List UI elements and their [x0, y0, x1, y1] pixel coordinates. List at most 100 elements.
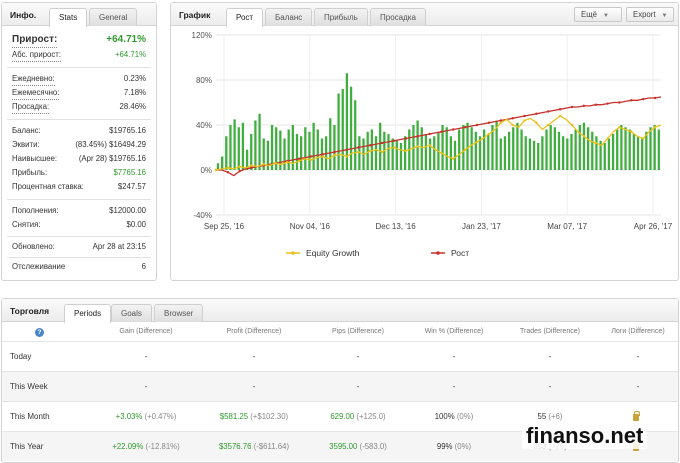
cell-trades: -	[498, 352, 602, 361]
bar	[562, 136, 565, 170]
trades-value: -	[548, 352, 552, 361]
bar	[537, 143, 540, 170]
series-point	[535, 121, 538, 124]
gain-diff: (-12.81%)	[145, 442, 180, 451]
tab-stats[interactable]: Stats	[49, 8, 88, 27]
bar	[395, 140, 398, 170]
cell-profit: $581.25 (+$102.30)	[206, 412, 302, 421]
divider	[7, 257, 151, 258]
bar	[632, 134, 636, 170]
series-point	[642, 137, 645, 140]
series-point	[309, 155, 313, 158]
bar	[553, 127, 556, 170]
balance-label: Баланс:	[12, 126, 41, 135]
bar	[520, 129, 523, 170]
header-pips[interactable]: Pips (Difference)	[331, 328, 384, 335]
profit-row: Прибыль: $7765.16	[12, 167, 146, 179]
bar	[233, 119, 236, 170]
equity-row: Эквити: (83.45%) $16494.29	[12, 139, 146, 151]
cell-win: -	[406, 382, 502, 391]
profit-label: Прибыль:	[12, 168, 48, 177]
tab-balance[interactable]: Баланс	[265, 8, 313, 26]
chart-panel-header: График Рост Баланс Прибыль Просадка Ещё ▼…	[171, 3, 678, 27]
gain-value: +3.03%	[115, 412, 143, 421]
series-point	[226, 171, 230, 174]
bar	[620, 125, 623, 170]
series-point	[594, 141, 597, 145]
bar	[333, 125, 336, 170]
interest-label: Процентная ставка:	[12, 182, 84, 191]
series-point	[309, 158, 313, 162]
legend-swatch	[436, 251, 440, 255]
deposits-value: $12000.00	[109, 206, 146, 215]
series-point	[618, 126, 621, 129]
help-icon[interactable]: ?	[35, 328, 44, 337]
bar	[507, 131, 511, 170]
balance-row: Баланс: $19765.16	[12, 125, 146, 137]
withdrawals-label: Снятия:	[12, 220, 41, 229]
withdrawals-row: Снятия: $0.00	[12, 219, 146, 231]
tab-growth[interactable]: Рост	[226, 8, 264, 27]
divider	[7, 67, 151, 68]
bar	[636, 136, 640, 170]
series-point	[523, 114, 526, 118]
pips-value: 629.00	[330, 412, 355, 421]
bar	[428, 138, 432, 170]
bar	[582, 122, 586, 170]
export-button[interactable]: Export ▼	[626, 7, 674, 22]
profit-value: $7765.16	[113, 168, 146, 177]
header-profit[interactable]: Profit (Difference)	[226, 328, 282, 335]
tab-general[interactable]: General	[89, 8, 138, 26]
series-point	[357, 146, 360, 149]
y-tick-label: -40%	[193, 211, 212, 220]
tab-goals[interactable]: Goals	[111, 304, 152, 322]
gain-value: -	[144, 352, 148, 361]
series-point	[594, 103, 597, 106]
chart-panel: График Рост Баланс Прибыль Просадка Ещё ▼…	[170, 2, 679, 281]
header-trades[interactable]: Trades (Difference)	[520, 328, 580, 335]
series-point	[558, 108, 562, 111]
cell-trades: 55 (+6)	[498, 412, 602, 421]
bar	[250, 134, 253, 170]
bar	[245, 149, 249, 170]
tab-drawdown[interactable]: Просадка	[370, 8, 426, 26]
bar	[483, 129, 486, 170]
header-logs[interactable]: Логи (Difference)	[611, 328, 665, 335]
series-point	[499, 119, 502, 122]
table-row: This Month +3.03% (+0.47%) $581.25 (+$102.…	[2, 401, 678, 431]
info-panel-title: Инфо.	[10, 10, 37, 20]
bar	[462, 125, 465, 170]
cell-pips: 3595.00 (-583.0)	[310, 442, 406, 451]
bar	[237, 127, 240, 170]
header-win[interactable]: Win % (Difference)	[424, 328, 484, 335]
table-row: This Week - - - - - -	[2, 371, 678, 401]
bar	[603, 143, 606, 170]
more-button[interactable]: Ещё ▼	[574, 7, 622, 22]
legend-swatch	[291, 251, 295, 255]
highest-row: Наивысшее: (Apr 28) $19765.16	[12, 153, 146, 165]
header-gain[interactable]: Gain (Difference)	[119, 328, 173, 335]
bar	[607, 138, 611, 170]
series-point	[487, 132, 491, 136]
lock-icon[interactable]	[633, 411, 640, 421]
series-point	[380, 141, 384, 145]
tracking-value: 6	[141, 262, 146, 271]
more-button-label: Ещё	[581, 10, 597, 19]
tab-periods[interactable]: Periods	[64, 304, 112, 323]
interest-value: $247.57	[117, 182, 146, 191]
bar	[466, 122, 469, 170]
bar	[433, 136, 436, 170]
series-point	[452, 157, 455, 160]
tab-browser[interactable]: Browser	[154, 304, 204, 322]
pips-value: -	[356, 382, 360, 391]
bar	[645, 131, 648, 170]
bar	[424, 134, 428, 170]
win-diff: (0%)	[454, 442, 472, 451]
series-point	[428, 144, 431, 147]
tracking-row: Отслеживание 6	[12, 261, 146, 273]
bar	[308, 131, 311, 170]
bar	[586, 127, 590, 170]
tab-profit[interactable]: Прибыль	[314, 8, 368, 26]
series-point	[262, 163, 265, 166]
bar	[312, 122, 315, 170]
